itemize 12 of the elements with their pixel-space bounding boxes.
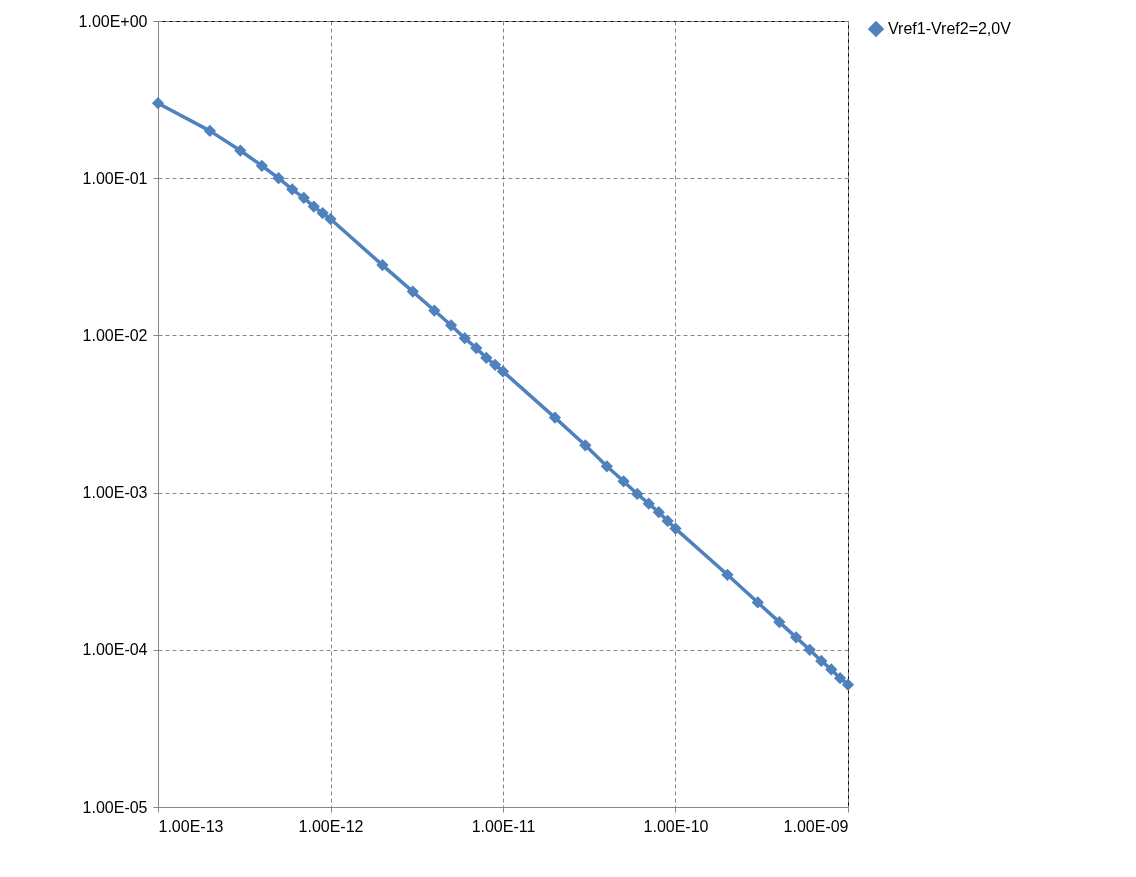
y-tick-label: 1.00E-02 (82, 326, 148, 344)
y-tick-label: 1.00E-03 (82, 484, 148, 502)
x-tick-label: 1.00E-12 (298, 817, 364, 835)
x-tick-label: 1.00E-13 (158, 817, 224, 835)
y-tick-label: 1.00E-04 (82, 641, 148, 659)
x-tick-label: 1.00E-11 (471, 817, 536, 835)
y-tick-label: 1.00E-05 (82, 798, 148, 816)
x-tick-label: 1.00E-09 (783, 817, 849, 835)
y-tick-label: 1.00E+00 (78, 12, 148, 30)
y-tick-label: 1.00E-01 (82, 169, 148, 187)
x-tick-label: 1.00E-10 (643, 817, 709, 835)
legend-label: Vref1-Vref2=2,0V (888, 20, 1012, 37)
